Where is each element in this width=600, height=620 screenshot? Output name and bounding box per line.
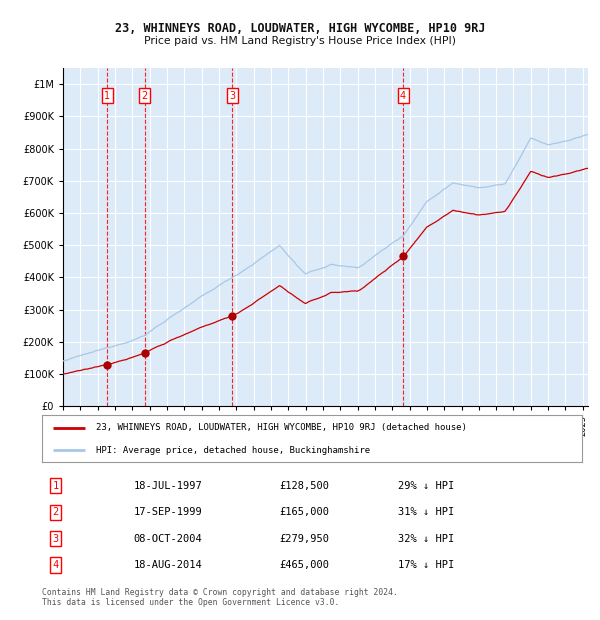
Text: 3: 3 bbox=[52, 534, 59, 544]
Text: 29% ↓ HPI: 29% ↓ HPI bbox=[398, 481, 455, 491]
Text: £128,500: £128,500 bbox=[280, 481, 329, 491]
Text: Price paid vs. HM Land Registry's House Price Index (HPI): Price paid vs. HM Land Registry's House … bbox=[144, 36, 456, 46]
Text: 2: 2 bbox=[52, 507, 59, 517]
Text: 08-OCT-2004: 08-OCT-2004 bbox=[134, 534, 203, 544]
Text: 17-SEP-1999: 17-SEP-1999 bbox=[134, 507, 203, 517]
Text: 1: 1 bbox=[52, 481, 59, 491]
Text: 32% ↓ HPI: 32% ↓ HPI bbox=[398, 534, 455, 544]
Text: £465,000: £465,000 bbox=[280, 560, 329, 570]
Text: 23, WHINNEYS ROAD, LOUDWATER, HIGH WYCOMBE, HP10 9RJ (detached house): 23, WHINNEYS ROAD, LOUDWATER, HIGH WYCOM… bbox=[96, 423, 467, 433]
Text: 4: 4 bbox=[400, 91, 406, 100]
Text: 18-AUG-2014: 18-AUG-2014 bbox=[134, 560, 203, 570]
Text: HPI: Average price, detached house, Buckinghamshire: HPI: Average price, detached house, Buck… bbox=[96, 446, 370, 455]
Text: 4: 4 bbox=[52, 560, 59, 570]
Text: Contains HM Land Registry data © Crown copyright and database right 2024.
This d: Contains HM Land Registry data © Crown c… bbox=[42, 588, 398, 607]
Text: 1: 1 bbox=[104, 91, 110, 100]
Text: 3: 3 bbox=[229, 91, 235, 100]
Text: 17% ↓ HPI: 17% ↓ HPI bbox=[398, 560, 455, 570]
Text: 23, WHINNEYS ROAD, LOUDWATER, HIGH WYCOMBE, HP10 9RJ: 23, WHINNEYS ROAD, LOUDWATER, HIGH WYCOM… bbox=[115, 22, 485, 35]
Text: 18-JUL-1997: 18-JUL-1997 bbox=[134, 481, 203, 491]
Text: 31% ↓ HPI: 31% ↓ HPI bbox=[398, 507, 455, 517]
Text: 2: 2 bbox=[142, 91, 148, 100]
Text: £279,950: £279,950 bbox=[280, 534, 329, 544]
Text: £165,000: £165,000 bbox=[280, 507, 329, 517]
